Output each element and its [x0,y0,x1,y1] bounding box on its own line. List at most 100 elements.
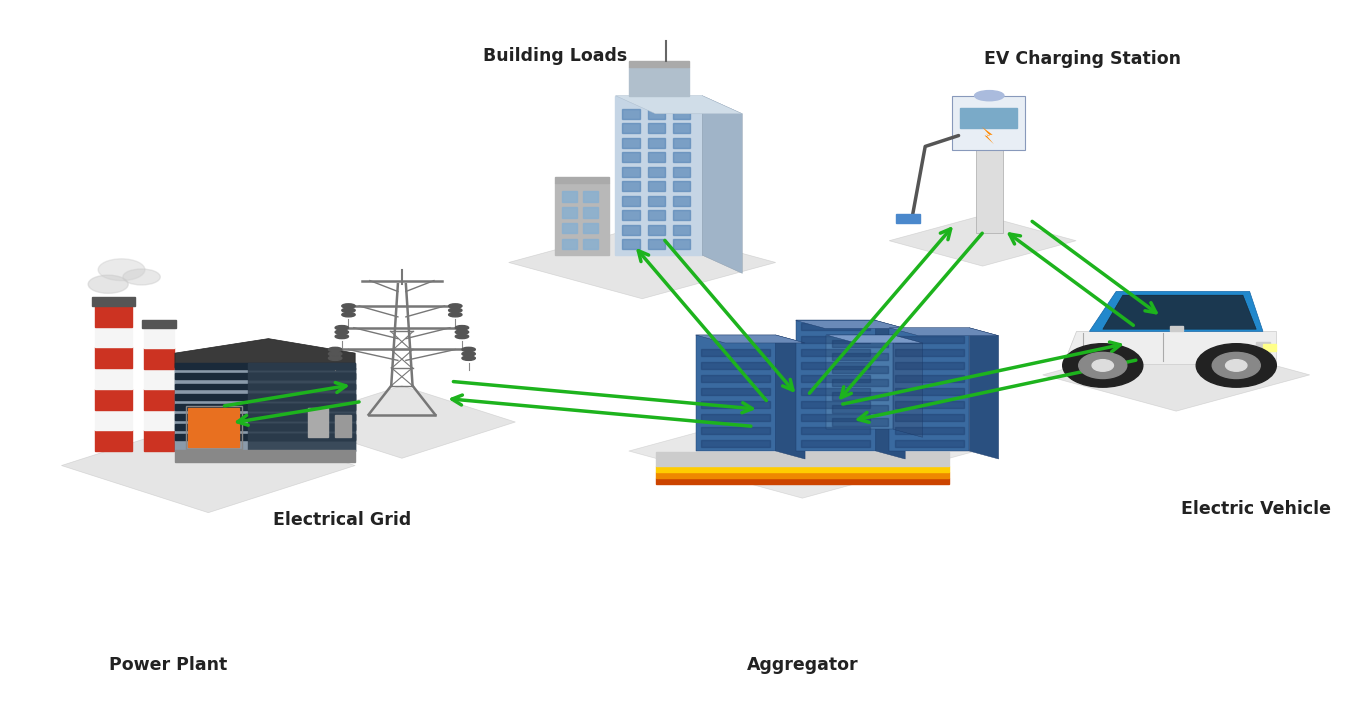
Bar [672,181,690,191]
Bar [952,95,1026,150]
Bar [801,323,871,330]
Text: Power Plant: Power Plant [109,656,227,674]
Ellipse shape [462,356,475,360]
Bar [248,368,355,451]
Bar [95,430,132,451]
Bar [248,373,355,379]
Bar [648,181,666,191]
Bar [144,348,174,369]
Bar [701,440,771,448]
Polygon shape [890,215,1076,266]
Bar [656,466,949,472]
Bar [672,152,690,162]
Bar [583,207,598,218]
Bar [248,384,355,389]
Bar [142,320,177,328]
Polygon shape [1089,291,1264,331]
Ellipse shape [335,330,348,334]
Circle shape [1196,344,1276,387]
Bar [629,67,688,95]
Circle shape [1079,352,1127,379]
Bar [895,440,964,448]
Bar [95,347,132,368]
Ellipse shape [328,352,342,356]
Bar [896,214,919,223]
Bar [672,167,690,177]
Bar [308,408,328,437]
Bar [801,349,871,356]
Polygon shape [890,328,999,336]
Bar [672,138,690,148]
Bar [895,401,964,408]
Polygon shape [695,335,805,343]
Bar [92,297,135,306]
Bar [895,375,964,382]
Bar [144,410,174,430]
Bar [672,240,690,250]
Bar [248,363,355,369]
Bar [176,451,355,462]
Bar [248,414,355,420]
Bar [826,335,894,430]
Text: Electrical Grid: Electrical Grid [273,511,410,529]
Polygon shape [981,127,994,144]
Bar [622,181,640,191]
Bar [1169,325,1183,331]
Bar [1264,344,1276,351]
Bar [832,366,888,373]
Polygon shape [1062,331,1276,364]
Polygon shape [289,386,516,459]
Ellipse shape [88,275,128,293]
Bar [801,388,871,395]
Bar [144,328,174,348]
Bar [832,419,888,426]
Bar [801,362,871,369]
Ellipse shape [99,259,144,280]
Polygon shape [62,419,355,513]
Polygon shape [795,320,906,328]
Polygon shape [876,320,906,459]
Bar [616,95,702,256]
Bar [832,379,888,387]
Ellipse shape [335,325,348,330]
Bar [656,472,949,478]
Ellipse shape [448,308,462,312]
Ellipse shape [462,347,475,352]
Bar [648,225,666,235]
Bar [248,435,355,440]
Bar [895,349,964,356]
Bar [176,384,355,389]
Polygon shape [702,95,742,273]
Bar [622,210,640,221]
Bar [648,108,666,119]
Circle shape [1226,360,1247,371]
Bar [648,210,666,221]
Text: Building Loads: Building Loads [483,47,628,65]
Bar [95,368,132,389]
Polygon shape [894,335,922,438]
Text: Aggregator: Aggregator [747,656,859,674]
Bar [672,196,690,206]
Ellipse shape [455,334,468,339]
Circle shape [1212,352,1261,379]
Ellipse shape [975,90,1004,100]
Bar [248,394,355,400]
Bar [801,336,871,343]
Bar [895,427,964,435]
Polygon shape [1042,339,1310,411]
Bar [801,401,871,408]
Polygon shape [1103,295,1257,329]
Bar [801,440,871,448]
Bar [648,152,666,162]
Bar [672,225,690,235]
Circle shape [1092,360,1114,371]
Bar [176,373,355,379]
Bar [701,375,771,382]
Bar [976,146,1003,234]
Bar [144,369,174,389]
Bar [176,435,355,440]
Bar [555,183,609,256]
Bar [622,123,640,133]
Ellipse shape [328,347,342,352]
Bar [795,320,876,451]
